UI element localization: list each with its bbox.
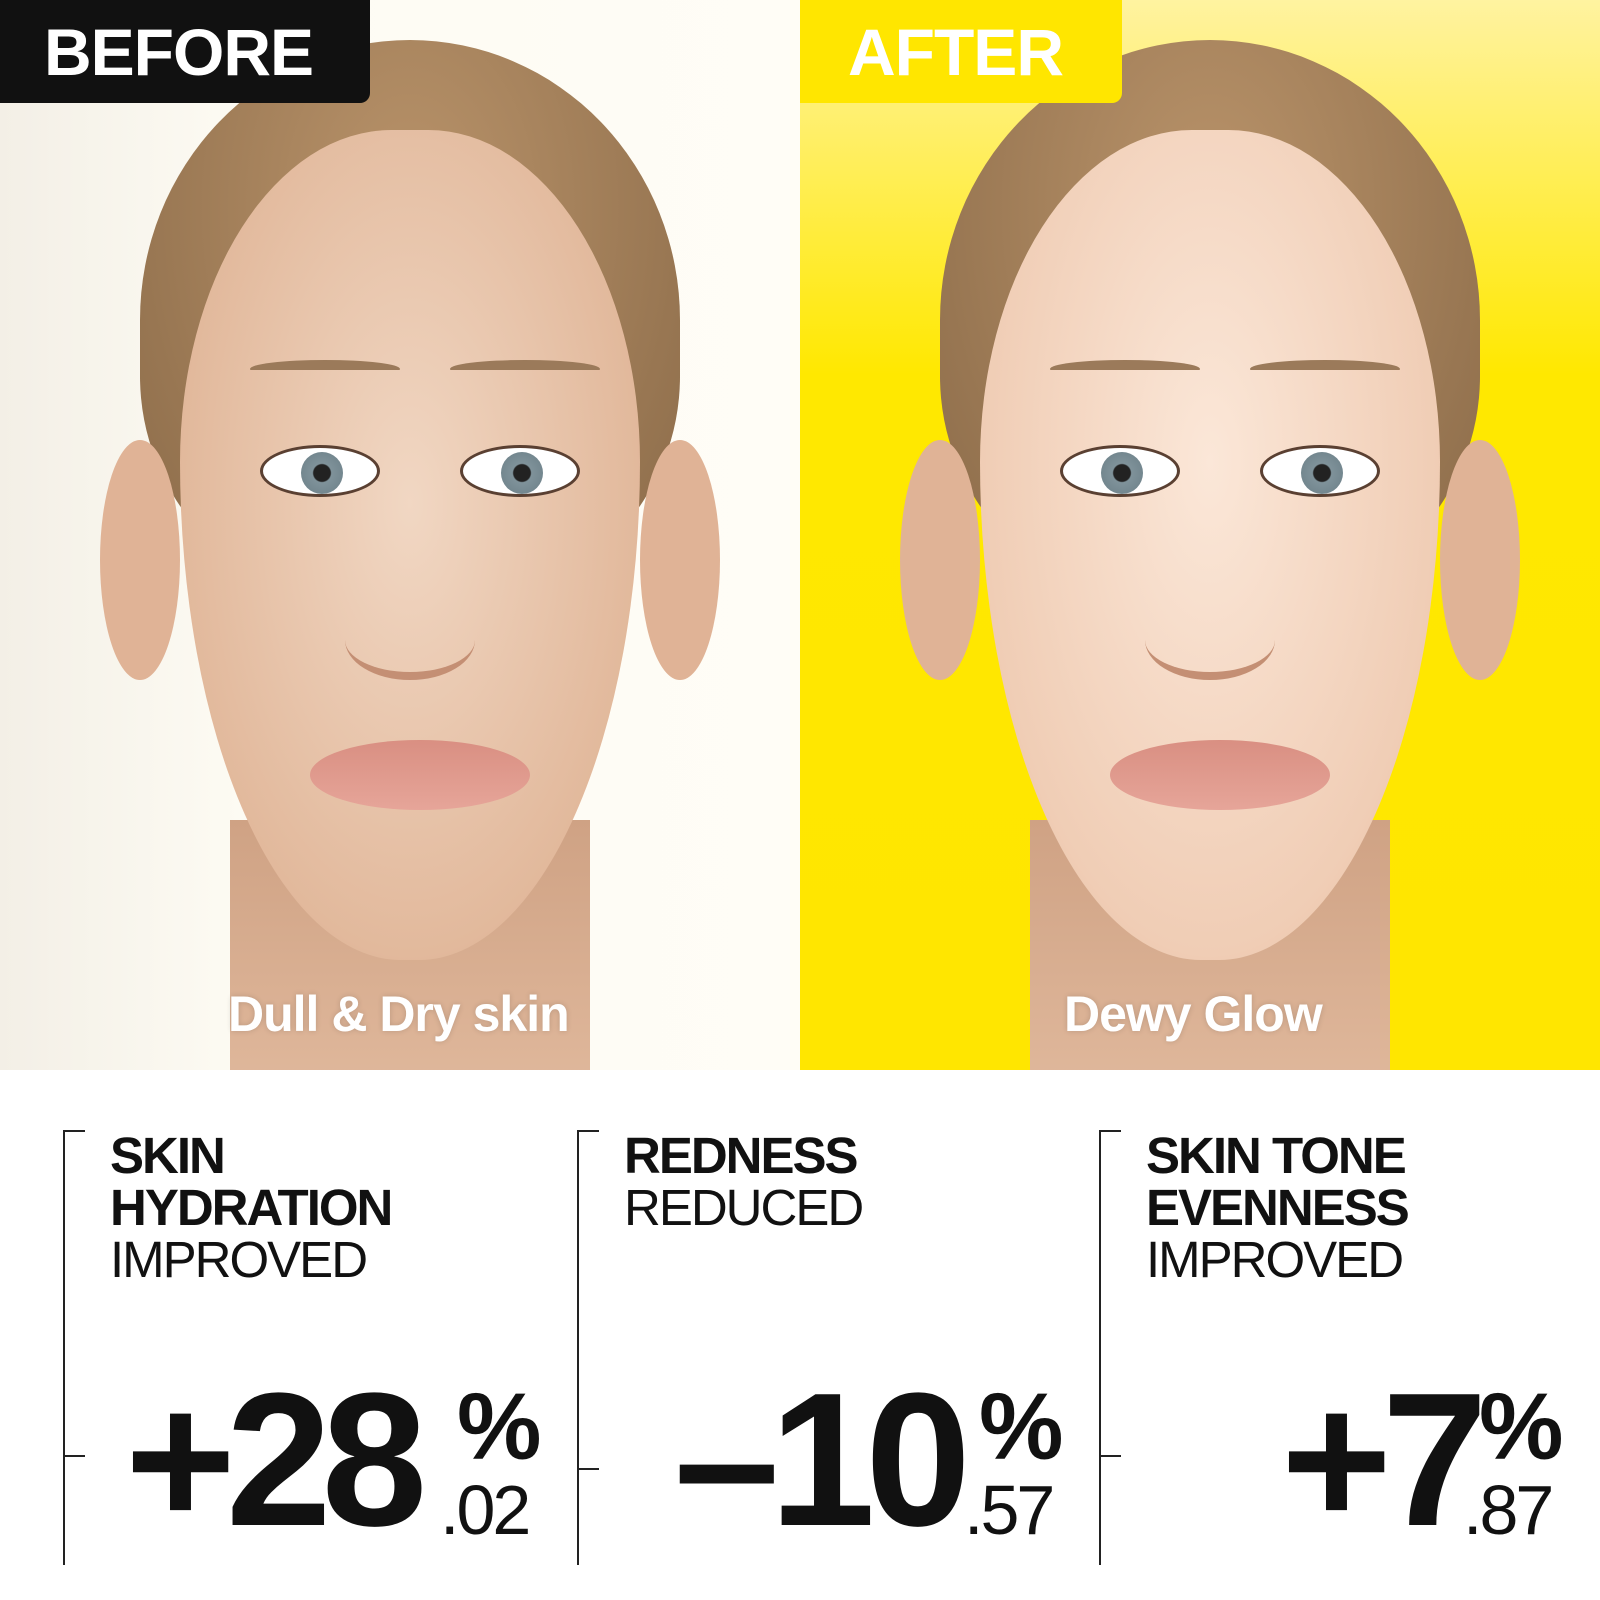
- stat-decimal: .57: [964, 1471, 1055, 1549]
- stat-subtitle: IMPROVED: [110, 1231, 368, 1288]
- stat-percent: %: [457, 1374, 542, 1480]
- before-label: BEFORE: [0, 0, 370, 103]
- stat-subtitle: IMPROVED: [1146, 1231, 1404, 1288]
- stat-title: HYDRATION: [110, 1179, 393, 1236]
- stat-decimal: .02: [440, 1471, 531, 1549]
- before-caption: Dull & Dry skin: [228, 986, 570, 1042]
- stat-title: EVENNESS: [1146, 1179, 1410, 1236]
- stat-title: SKIN: [110, 1127, 226, 1184]
- before-face-image: [100, 40, 720, 1070]
- stat-skin-tone-evenness: SKIN TONE EVENNESS IMPROVED +7 % .87: [1099, 1130, 1579, 1565]
- stat-subtitle: REDUCED: [624, 1179, 864, 1236]
- stat-value: –10: [674, 1354, 971, 1566]
- before-photo-panel: [0, 0, 800, 1070]
- after-face-image: [900, 40, 1520, 1070]
- after-caption: Dewy Glow: [1064, 986, 1323, 1042]
- after-label: AFTER: [800, 0, 1122, 103]
- stat-percent: %: [1479, 1374, 1564, 1480]
- stat-skin-hydration: SKIN HYDRATION IMPROVED +28 % .02: [63, 1130, 543, 1565]
- stat-percent: %: [979, 1374, 1064, 1480]
- stat-redness: REDNESS REDUCED –10 % .57: [577, 1127, 1063, 1566]
- after-photo-panel: [800, 0, 1600, 1070]
- stat-decimal: .87: [1463, 1471, 1554, 1549]
- stat-title: SKIN TONE: [1146, 1127, 1407, 1184]
- stat-title: REDNESS: [624, 1127, 859, 1184]
- stat-value: +28: [125, 1354, 427, 1566]
- stat-value: +7: [1281, 1354, 1488, 1566]
